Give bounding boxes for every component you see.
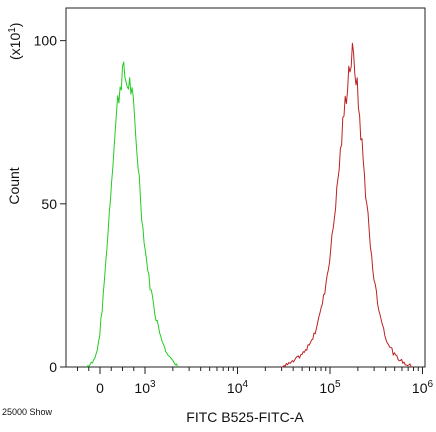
svg-text:(x101): (x101)	[7, 23, 23, 60]
x-tick-label: 104	[227, 379, 249, 396]
y-tick-label: 50	[41, 196, 57, 212]
plot-frame	[65, 7, 426, 368]
series-line-1	[86, 61, 179, 368]
y-multiplier-close: )	[7, 23, 23, 28]
y-tick-label: 0	[49, 359, 57, 375]
series-layer	[86, 42, 413, 368]
series-line-2	[281, 42, 413, 368]
y-multiplier-exp: 1	[7, 27, 18, 33]
y-axis-label: Count	[6, 167, 22, 204]
x-tick-label: 0	[96, 380, 104, 396]
x-axis-label: FITC B525-FITC-A	[186, 409, 304, 425]
x-tick-label: 105	[319, 379, 341, 396]
y-multiplier-label: (x101)	[7, 23, 23, 60]
event-count-note: 25000 Show	[2, 407, 53, 417]
y-axis-ticks: 0 50 100	[34, 33, 66, 375]
y-tick-label: 100	[34, 33, 58, 49]
y-multiplier-text: (x10	[7, 33, 23, 60]
x-tick-label: 103	[134, 379, 156, 396]
x-tick-label: 106	[412, 379, 434, 396]
x-axis-ticks: 0 103 104 105 106	[77, 367, 434, 396]
